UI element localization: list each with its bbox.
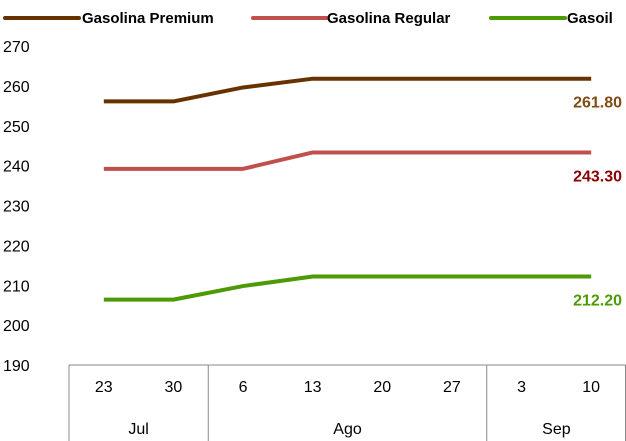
series-line-gasoil xyxy=(103,274,592,302)
series-line-gasolina-regular xyxy=(103,150,592,171)
x-tick-27: 27 xyxy=(443,379,461,396)
y-tick-200: 200 xyxy=(3,318,30,335)
x-group-jul: Jul xyxy=(128,421,148,438)
x-group-sep: Sep xyxy=(542,421,571,438)
x-tick-13: 13 xyxy=(304,379,322,396)
y-tick-240: 240 xyxy=(3,159,30,176)
x-group-ago: Ago xyxy=(333,421,362,438)
end-label-gasolina-regular: 243.30 xyxy=(573,168,622,185)
x-axis: 23 30 6 13 20 27 3 10 Jul Ago Sep xyxy=(68,364,626,441)
y-axis: 190 200 210 220 230 240 250 260 270 xyxy=(3,39,30,375)
y-tick-220: 220 xyxy=(3,238,30,255)
y-tick-210: 210 xyxy=(3,278,30,295)
x-tick-23: 23 xyxy=(95,379,113,396)
legend-item-gasolina-premium: Gasolina Premium xyxy=(3,10,214,27)
y-tick-190: 190 xyxy=(3,358,30,375)
legend-label: Gasolina Regular xyxy=(327,10,451,27)
x-tick-10: 10 xyxy=(582,379,600,396)
y-tick-250: 250 xyxy=(3,119,30,136)
end-label-gasolina-premium: 261.80 xyxy=(573,95,622,112)
series-lines xyxy=(103,76,592,302)
x-tick-3: 3 xyxy=(517,379,526,396)
y-tick-260: 260 xyxy=(3,79,30,96)
x-tick-20: 20 xyxy=(373,379,391,396)
legend-label: Gasoil xyxy=(567,10,613,27)
y-tick-230: 230 xyxy=(3,199,30,216)
x-tick-6: 6 xyxy=(239,379,248,396)
end-label-gasoil: 212.20 xyxy=(573,292,622,309)
end-labels: 261.80 243.30 212.20 xyxy=(573,95,622,310)
legend-label: Gasolina Premium xyxy=(82,10,214,27)
legend: Gasolina Premium Gasolina Regular Gasoil xyxy=(3,10,613,27)
legend-item-gasolina-regular: Gasolina Regular xyxy=(251,10,451,27)
series-line-gasolina-premium xyxy=(103,76,592,104)
x-tick-30: 30 xyxy=(165,379,183,396)
y-tick-270: 270 xyxy=(3,39,30,56)
legend-item-gasoil: Gasoil xyxy=(489,10,613,27)
